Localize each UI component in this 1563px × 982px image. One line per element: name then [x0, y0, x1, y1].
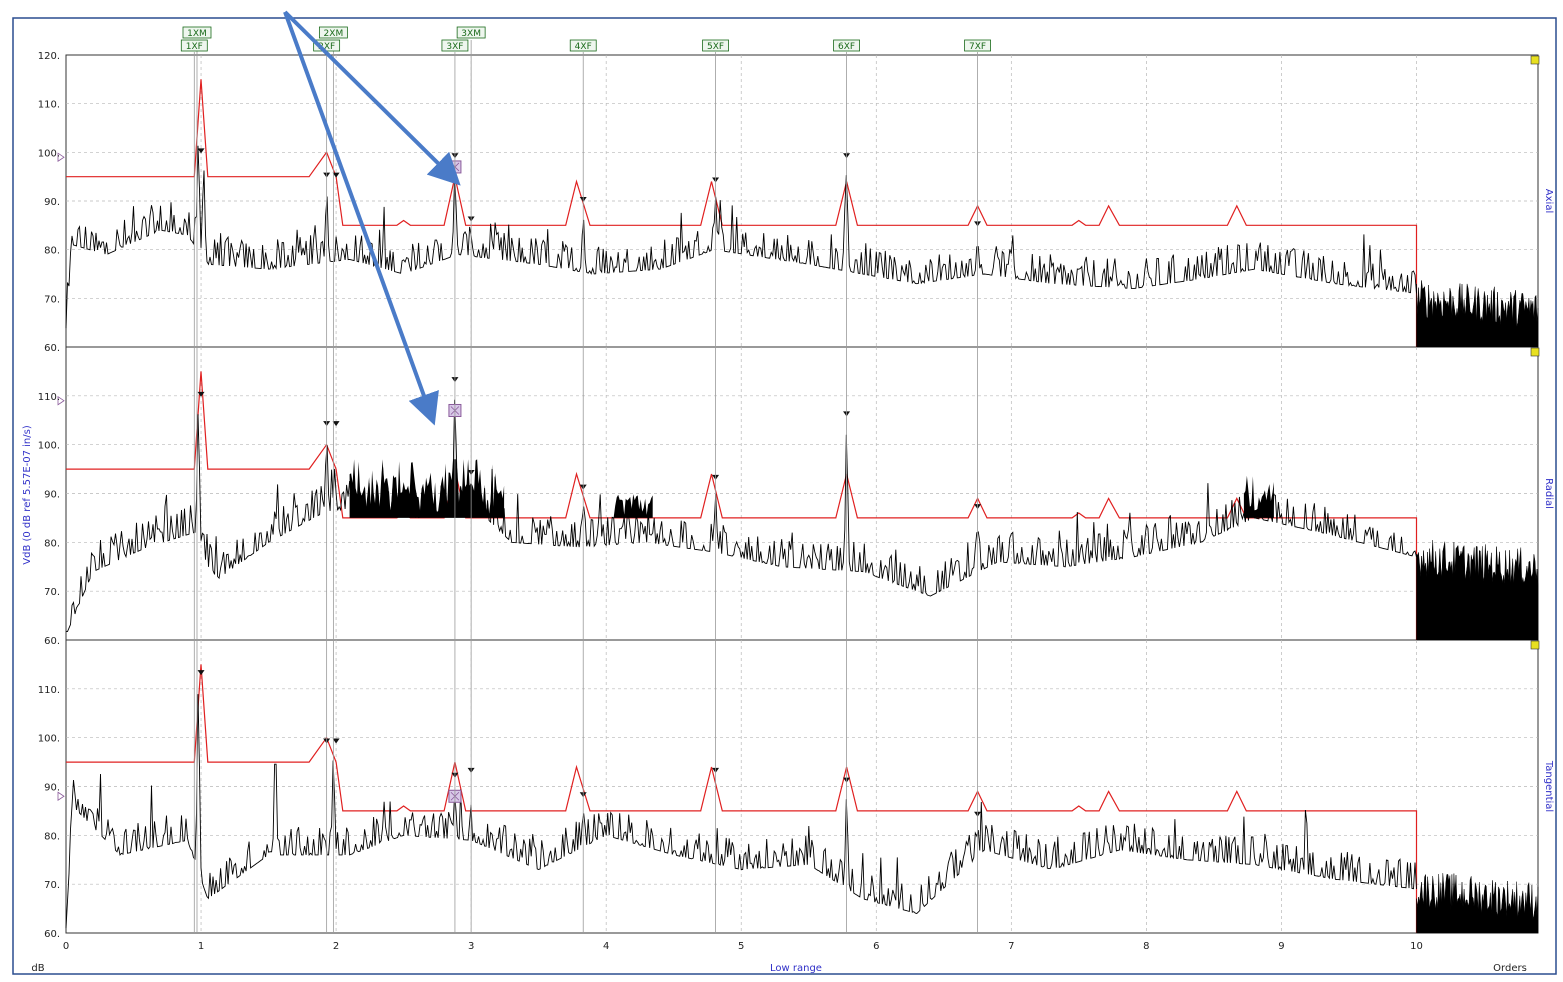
alarm-exceed-fill — [349, 459, 505, 518]
x-tick-label: 5 — [738, 941, 744, 952]
reference-marker — [57, 791, 65, 802]
y-unit-label: dB — [31, 963, 44, 974]
series-name-axial: Axial — [1543, 189, 1554, 213]
order-label-box — [318, 26, 348, 39]
x-units-label: Orders — [1493, 963, 1527, 974]
high-range-spectrum — [1416, 873, 1539, 934]
alarm-exceed-fill — [613, 494, 653, 518]
spectrum-trace-axial — [65, 145, 1417, 329]
spectrum-trace-radial — [66, 399, 1417, 633]
x-tick-label: 4 — [603, 941, 609, 952]
order-label-1xf: 1XF — [186, 42, 203, 52]
y-tick-label: 110. — [38, 100, 60, 111]
figure-frame — [12, 17, 1557, 975]
reference-marker — [57, 152, 65, 162]
y-tick-label: 60. — [44, 636, 60, 647]
panel-radial — [57, 371, 1539, 641]
x-tick-label: 10 — [1410, 941, 1423, 952]
y-tick-label: 90. — [44, 197, 60, 208]
high-range-spectrum — [1416, 540, 1539, 641]
x-tick-label: 1 — [198, 941, 204, 952]
reference-marker — [57, 395, 65, 406]
order-label-4xf: 4XF — [575, 42, 592, 52]
order-label-2xf: 2XF — [318, 42, 335, 52]
annotation-arrow-axial — [283, 10, 461, 186]
order-label-box — [833, 39, 860, 52]
spectrum-trace-tangential — [65, 694, 1417, 929]
x-tick-label: 2 — [333, 941, 339, 952]
y-tick-label: 90. — [44, 783, 60, 794]
order-label-7xf: 7XF — [969, 42, 986, 52]
y-tick-label: 120. — [38, 51, 60, 62]
high-range-spectrum — [1416, 280, 1539, 348]
panel-corner-marker — [1530, 55, 1540, 65]
y-axis-label: VdB (0 dB ref 5.57E-07 in/s) — [22, 425, 33, 565]
x-tick-label: 3 — [468, 941, 474, 952]
order-label-box — [456, 26, 486, 39]
x-tick-label: 8 — [1143, 941, 1149, 952]
y-tick-label: 100. — [38, 441, 60, 452]
y-tick-label: 110. — [38, 685, 60, 696]
order-label-2xm: 2XM — [324, 29, 344, 39]
y-tick-label: 70. — [44, 587, 60, 598]
y-tick-label: 100. — [38, 734, 60, 745]
y-tick-label: 70. — [44, 880, 60, 891]
order-label-box — [702, 39, 729, 52]
x-tick-label: 0 — [63, 941, 69, 952]
x-axis-label: Low range — [770, 963, 822, 974]
order-label-box — [180, 39, 208, 52]
order-label-box — [964, 39, 991, 52]
y-tick-label: 80. — [44, 831, 60, 842]
order-label-6xf: 6XF — [838, 42, 855, 52]
order-label-1xm: 1XM — [187, 29, 207, 39]
peak-marker — [332, 172, 340, 178]
peak-marker — [197, 391, 205, 397]
order-label-box — [182, 26, 212, 39]
annotation-arrow-radial — [283, 11, 439, 426]
y-tick-label: 80. — [44, 538, 60, 549]
x-tick-label: 6 — [873, 941, 879, 952]
order-label-3xm: 3XM — [461, 29, 481, 39]
order-label-box — [441, 39, 469, 52]
alarm-envelope — [66, 664, 1418, 933]
x-tick-label: 7 — [1008, 941, 1014, 952]
peak-marker — [197, 148, 205, 154]
peak-marker — [332, 421, 340, 427]
y-tick-label: 60. — [44, 929, 60, 940]
x-tick-label: 9 — [1278, 941, 1284, 952]
order-label-5xf: 5XF — [707, 42, 724, 52]
series-name-tangential: Tangential — [1543, 760, 1554, 812]
panel-corner-marker — [1530, 640, 1540, 650]
alarm-exceed-fill — [1243, 475, 1274, 518]
panel-tangential — [57, 664, 1539, 934]
y-tick-label: 90. — [44, 490, 60, 501]
y-tick-label: 60. — [44, 343, 60, 354]
series-name-radial: Radial — [1543, 478, 1554, 509]
order-label-box — [569, 39, 597, 52]
y-tick-label: 110. — [38, 392, 60, 403]
peak-marker — [332, 738, 340, 744]
peak-marker — [197, 670, 205, 676]
order-label-3xf: 3XF — [446, 42, 463, 52]
panel-corner-marker — [1530, 347, 1540, 357]
y-tick-label: 80. — [44, 246, 60, 257]
y-tick-label: 100. — [38, 148, 60, 159]
y-tick-label: 70. — [44, 294, 60, 305]
alarm-envelope — [66, 79, 1418, 347]
